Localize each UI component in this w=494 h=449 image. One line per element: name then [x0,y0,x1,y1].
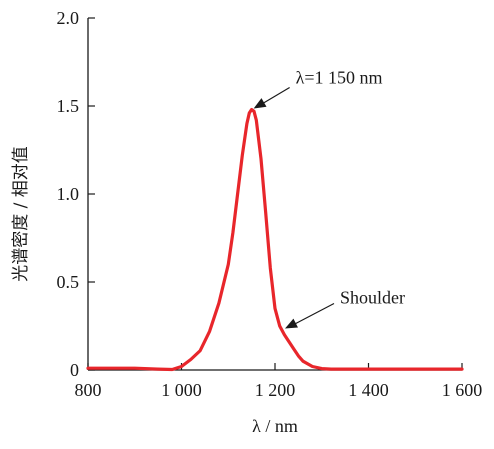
shoulder-annotation-arrow [289,302,335,328]
axes [87,18,462,371]
shoulder-annotation-arrowhead [285,318,298,329]
shoulder-annotation-label: Shoulder [340,288,405,308]
x-tick-label: 1 000 [161,380,202,400]
series-group [86,107,464,372]
peak-annotation-arrowhead [253,98,267,109]
y-tick-label: 0 [70,360,79,380]
x-tick-label: 800 [75,380,102,400]
x-axis-label: λ / nm [252,416,298,436]
ticks: 800 1 000 1 200 1 400 1 600 0 0.5 1.0 1.5 2.0 [57,8,483,400]
annotations: λ=1 150 nm Shoulder [253,68,405,329]
y-axis-label: 光谱密度 / 相对值 [11,146,31,282]
spectrum-series-line [86,107,464,372]
peak-annotation-label: λ=1 150 nm [296,68,383,88]
y-tick-label: 1.5 [57,96,80,116]
x-tick-label: 1 400 [348,380,389,400]
y-tick-label: 2.0 [57,8,80,28]
x-tick-label: 1 600 [442,380,483,400]
y-tick-label: 0.5 [57,272,80,292]
y-tick-label: 1.0 [57,184,80,204]
x-tick-label: 1 200 [255,380,296,400]
